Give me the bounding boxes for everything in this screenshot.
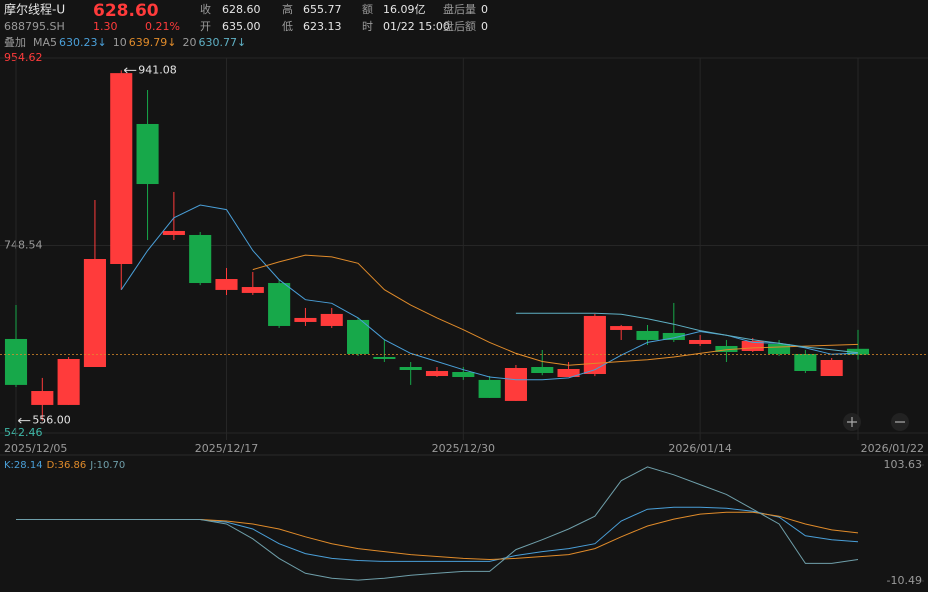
candle-body — [425, 371, 449, 377]
low-arrow — [17, 417, 31, 424]
candle-body — [820, 359, 843, 377]
legend-entry: K:28.14 — [4, 460, 43, 471]
y-tick-label: -10.49 — [887, 574, 922, 587]
candle-body — [452, 372, 475, 378]
candle-body — [557, 369, 580, 378]
legend-entry: J:10.70 — [89, 460, 125, 471]
x-tick-label: 2026/01/22 — [861, 442, 924, 455]
field-label: 盘后量 — [443, 2, 476, 16]
zoom-in-icon[interactable] — [847, 417, 857, 427]
candle-body — [268, 283, 291, 326]
candle-body — [320, 313, 343, 326]
candle-body — [846, 348, 870, 355]
field-value: 635.00 — [222, 20, 261, 33]
x-tick-label: 2026/01/14 — [668, 442, 731, 455]
legend-value: 630.23↓ — [59, 36, 107, 49]
ma-line — [120, 204, 859, 381]
legend-name: 20 — [182, 36, 196, 49]
zoom-in-button[interactable] — [843, 413, 861, 431]
candle-body — [715, 345, 738, 352]
candle-body — [136, 123, 159, 185]
x-tick-label: 2025/12/30 — [432, 442, 495, 455]
candle-body — [794, 353, 817, 372]
field-label: 收 — [200, 2, 211, 16]
field-label: 时 — [362, 20, 373, 33]
price: 628.60 — [93, 1, 159, 21]
field-label: 低 — [282, 20, 293, 33]
x-tick-label: 2025/12/17 — [195, 442, 258, 455]
candle-body — [215, 279, 238, 290]
candle-body — [110, 73, 133, 265]
candle-body — [583, 315, 606, 375]
change: 1.30 — [93, 20, 118, 33]
candle-body — [347, 319, 370, 354]
candle-body — [741, 340, 764, 351]
low-label: 556.00 — [32, 414, 71, 427]
candle-body — [636, 330, 659, 340]
high-arrow — [123, 67, 137, 74]
field-label: 开 — [200, 20, 211, 33]
legend-value: 630.77↓ — [198, 36, 246, 49]
candle-body — [662, 332, 685, 340]
candle-body — [4, 338, 28, 385]
x-tick-label: 2025/12/05 — [4, 442, 67, 455]
y-tick-label: 103.63 — [884, 458, 923, 471]
candle-body — [241, 287, 264, 293]
candle-body — [399, 367, 422, 371]
field-label: 额 — [362, 3, 373, 16]
y-tick-label: 542.46 — [4, 426, 43, 439]
candle-body — [689, 339, 712, 344]
candle-body — [531, 367, 554, 374]
y-tick-label: 954.62 — [4, 51, 43, 64]
high-label: 941.08 — [138, 63, 177, 76]
field-label: 高 — [282, 2, 293, 16]
candle-body — [83, 259, 106, 368]
field-label: 盘后额 — [443, 19, 476, 33]
ma-line — [515, 312, 859, 354]
kdj-line — [16, 466, 859, 581]
candle-body — [478, 379, 501, 398]
candle-body — [768, 343, 791, 354]
overlay-label[interactable]: 叠加 — [4, 36, 26, 49]
candle-body — [294, 317, 317, 322]
candle-body — [373, 356, 396, 359]
stock-name: 摩尔线程-U — [4, 2, 65, 17]
field-value: 01/22 15:00 — [383, 20, 450, 33]
candle-body — [162, 230, 185, 235]
candle-body — [189, 234, 212, 284]
legend-name: MA5 — [33, 36, 57, 49]
candle-body — [57, 358, 80, 405]
field-value: 0 — [481, 3, 488, 16]
candle-body — [610, 326, 633, 330]
candle-body — [31, 391, 54, 405]
change-pct: 0.21% — [145, 20, 180, 33]
field-value: 628.60 — [222, 3, 261, 16]
legend-value: 639.79↓ — [129, 36, 177, 49]
field-value: 16.09亿 — [383, 3, 426, 16]
field-value: 0 — [481, 20, 488, 33]
y-tick-label: 748.54 — [4, 239, 43, 252]
ma-line — [252, 254, 859, 366]
field-value: 655.77 — [303, 3, 342, 16]
candle-body — [504, 368, 527, 401]
field-value: 623.13 — [303, 20, 342, 33]
stock-code: 688795.SH — [4, 20, 65, 33]
legend-name: 10 — [113, 36, 127, 49]
zoom-out-button[interactable] — [891, 413, 909, 431]
legend-entry: D:36.86 — [47, 460, 87, 471]
